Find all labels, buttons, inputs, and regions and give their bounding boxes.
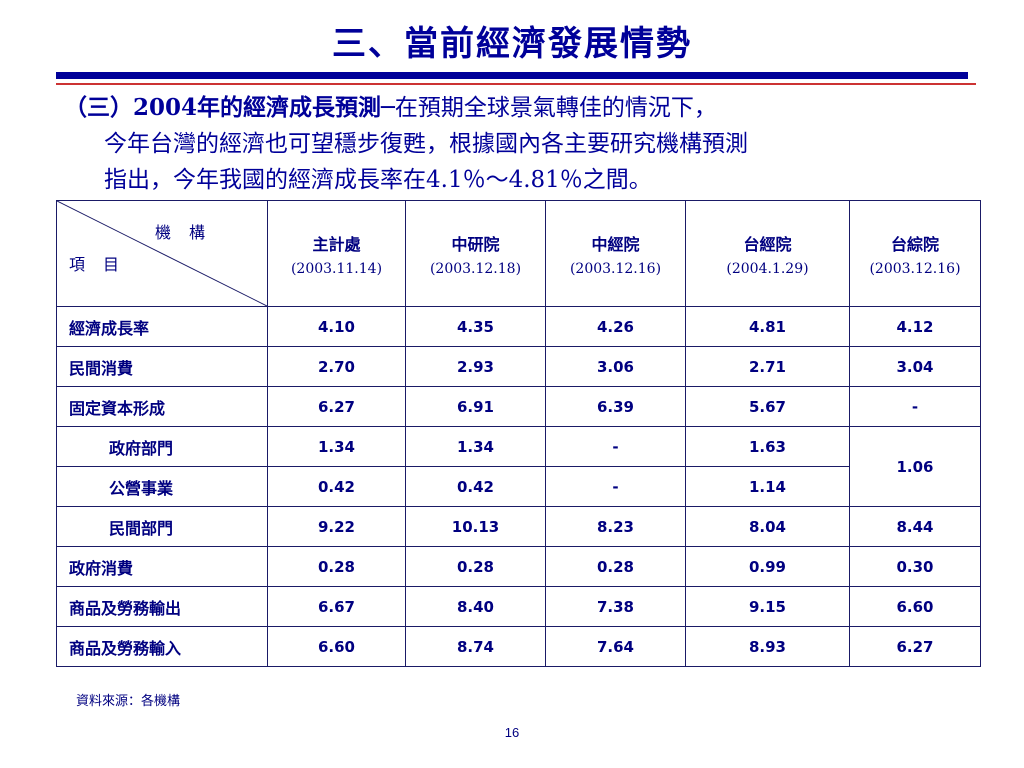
corner-label-institution: 機構: [154, 223, 223, 242]
intro-text-3: 指出，今年我國的經濟成長率在4.1％～4.81％之間。: [104, 167, 652, 193]
row-label: 經濟成長率: [56, 306, 268, 347]
table-cell: 8.93: [685, 626, 850, 667]
table-cell: 8.40: [405, 586, 546, 627]
institution-date: (2003.12.16): [569, 260, 662, 277]
table-cell: 4.12: [849, 306, 981, 347]
row-label: 政府消費: [56, 546, 268, 587]
table-cell: 8.44: [849, 506, 981, 547]
title-underline: [56, 72, 968, 79]
table-header-row: 機構 項目 主計處 (2003.11.14) 中研院 (2003.12.18) 中經…: [56, 200, 981, 307]
table-cell: -: [545, 466, 686, 507]
table-cell: 0.28: [545, 546, 686, 587]
intro-paragraph: （三）2004年的經濟成長預測─在預期全球景氣轉佳的情況下， 今年台灣的經濟也可…: [64, 90, 994, 198]
table-cell: 9.22: [267, 506, 406, 547]
table-cell: 6.27: [267, 386, 406, 427]
intro-text-2: 今年台灣的經濟也可望穩步復甦，根據國內各主要研究機構預測: [104, 131, 748, 157]
title-accent-line: [56, 83, 976, 85]
institution-name: 主計處: [312, 234, 361, 254]
table-cell: 1.63: [685, 426, 850, 467]
table-cell: 7.38: [545, 586, 686, 627]
table-cell: 0.30: [849, 546, 981, 587]
table-cell: 6.67: [267, 586, 406, 627]
table-row: 經濟成長率 4.10 4.35 4.26 4.81 4.12: [56, 306, 981, 347]
table-row: 民間消費 2.70 2.93 3.06 2.71 3.04: [56, 346, 981, 387]
table-cell: 6.60: [267, 626, 406, 667]
institution-name: 中研院: [451, 234, 500, 254]
table-cell: 6.39: [545, 386, 686, 427]
institution-name: 台綜院: [890, 234, 939, 254]
table-cell: 8.04: [685, 506, 850, 547]
table-cell: 8.23: [545, 506, 686, 547]
row-label: 民間消費: [56, 346, 268, 387]
row-label: 政府部門: [56, 426, 268, 467]
table-cell: 3.06: [545, 346, 686, 387]
table-cell: 9.15: [685, 586, 850, 627]
table-cell: 0.42: [267, 466, 406, 507]
row-label: 公營事業: [56, 466, 268, 507]
institution-name: 台經院: [743, 234, 792, 254]
table-cell: 3.04: [849, 346, 981, 387]
intro-heading: （三）2004年的經濟成長預測─: [64, 94, 395, 121]
table-cell: 1.34: [405, 426, 546, 467]
table-cell: -: [545, 426, 686, 467]
institution-header: 中經院 (2003.12.16): [545, 200, 686, 307]
diagonal-divider: [57, 201, 267, 306]
table-row: 公營事業 0.42 0.42 - 1.14: [56, 466, 981, 507]
table-cell: 10.13: [405, 506, 546, 547]
slide-title: 三、當前經濟發展情勢: [332, 24, 692, 64]
table-cell: 4.26: [545, 306, 686, 347]
table-cell: 4.35: [405, 306, 546, 347]
table-cell: -: [849, 386, 981, 427]
institution-header: 台綜院 (2003.12.16): [849, 200, 981, 307]
table-row: 政府消費 0.28 0.28 0.28 0.99 0.30: [56, 546, 981, 587]
table-cell: 4.10: [267, 306, 406, 347]
intro-first-line: （三）2004年的經濟成長預測─在預期全球景氣轉佳的情況下，: [64, 90, 994, 126]
institution-date: (2003.11.14): [290, 260, 383, 277]
table-cell: 8.74: [405, 626, 546, 667]
corner-label-item: 項目: [69, 255, 138, 274]
table-row: 民間部門 9.22 10.13 8.23 8.04 8.44: [56, 506, 981, 547]
institution-date: (2003.12.16): [869, 260, 961, 277]
table-row: 固定資本形成 6.27 6.91 6.39 5.67 -: [56, 386, 981, 427]
row-label: 商品及勞務輸入: [56, 626, 268, 667]
table-cell: 2.93: [405, 346, 546, 387]
page-number: 16: [504, 725, 520, 740]
row-label: 固定資本形成: [56, 386, 268, 427]
table-cell: 0.99: [685, 546, 850, 587]
table-cell: 4.81: [685, 306, 850, 347]
table-row: 商品及勞務輸入 6.60 8.74 7.64 8.93 6.27: [56, 626, 981, 667]
source-note: 資料來源：各機構: [76, 694, 181, 709]
institution-header: 台經院 (2004.1.29): [685, 200, 850, 307]
institution-header: 主計處 (2003.11.14): [267, 200, 406, 307]
merged-table-cell: 1.06: [849, 426, 981, 507]
table-cell: 1.14: [685, 466, 850, 507]
table-cell: 0.28: [267, 546, 406, 587]
corner-header-cell: 機構 項目: [56, 200, 268, 307]
table-cell: 2.70: [267, 346, 406, 387]
row-label: 民間部門: [56, 506, 268, 547]
institution-date: (2003.12.18): [429, 260, 522, 277]
institution-header: 中研院 (2003.12.18): [405, 200, 546, 307]
table-cell: 0.42: [405, 466, 546, 507]
table-cell: 7.64: [545, 626, 686, 667]
forecast-table: 機構 項目 主計處 (2003.11.14) 中研院 (2003.12.18) 中經…: [56, 200, 981, 667]
table-row: 政府部門 1.34 1.34 - 1.63 1.06: [56, 426, 981, 507]
table-cell: 6.60: [849, 586, 981, 627]
row-label: 商品及勞務輸出: [56, 586, 268, 627]
table-cell: 6.27: [849, 626, 981, 667]
institution-name: 中經院: [591, 234, 640, 254]
table-cell: 6.91: [405, 386, 546, 427]
intro-text-1: 在預期全球景氣轉佳的情況下，: [394, 95, 717, 121]
table-cell: 1.34: [267, 426, 406, 467]
table-cell: 0.28: [405, 546, 546, 587]
table-cell: 5.67: [685, 386, 850, 427]
table-row: 商品及勞務輸出 6.67 8.40 7.38 9.15 6.60: [56, 586, 981, 627]
table-cell: 2.71: [685, 346, 850, 387]
institution-date: (2004.1.29): [726, 260, 809, 277]
